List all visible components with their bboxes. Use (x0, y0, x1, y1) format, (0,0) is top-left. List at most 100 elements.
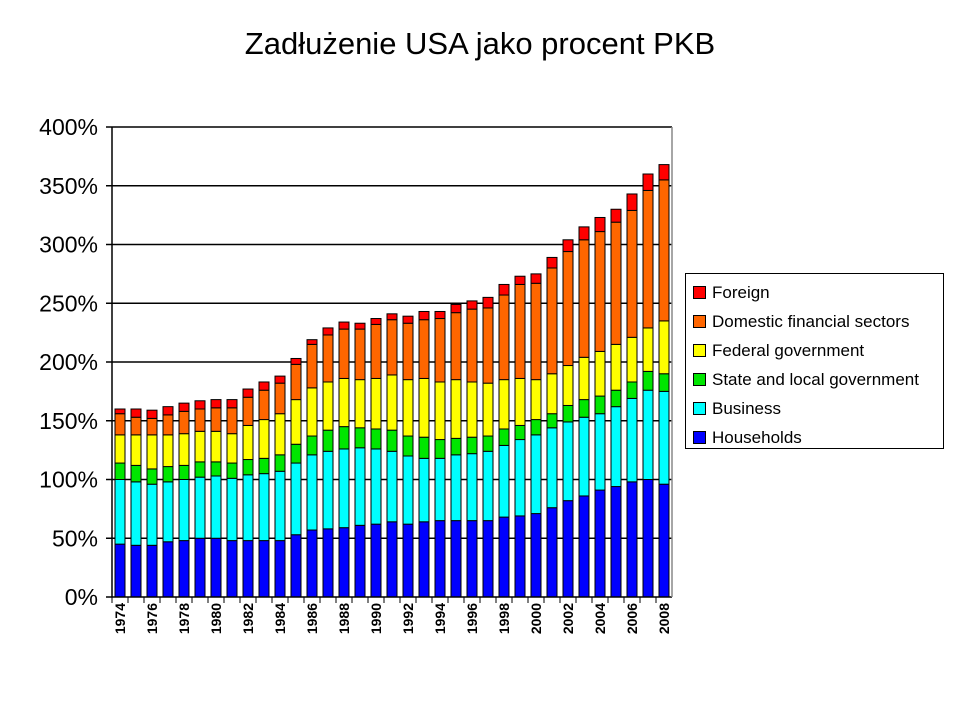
bar-segment-domestic-financial-sectors (482, 307, 494, 384)
bar-segment-federal-government (466, 381, 478, 438)
bar-segment-foreign (402, 315, 414, 324)
legend-swatch (693, 402, 706, 415)
bar-segment-households (402, 523, 414, 598)
bar-segment-business (242, 474, 254, 542)
bar-segment-state-and-local-government (466, 436, 478, 455)
legend-label: Households (712, 427, 802, 447)
bar-segment-foreign (306, 339, 318, 345)
bar-segment-households (450, 520, 462, 598)
legend-swatch (693, 373, 706, 386)
bar-segment-state-and-local-government (610, 389, 622, 408)
bar-segment-foreign (114, 408, 126, 415)
bar-segment-domestic-financial-sectors (354, 328, 366, 381)
legend-swatch (693, 315, 706, 328)
bar-segment-households (178, 540, 190, 598)
y-tick-label: 200% (39, 349, 98, 375)
bar-segment-domestic-financial-sectors (226, 407, 238, 435)
bar-segment-federal-government (482, 382, 494, 437)
bar-segment-households (194, 537, 206, 598)
legend-swatch (693, 344, 706, 357)
bar-segment-business (290, 462, 302, 536)
legend-label: Domestic financial sectors (712, 311, 910, 331)
y-tick-label: 50% (52, 525, 98, 551)
x-tick-label: 1974 (112, 603, 128, 634)
bar-segment-households (610, 486, 622, 598)
bar-segment-federal-government (322, 381, 334, 431)
bar-segment-households (322, 528, 334, 598)
bar-segment-households (562, 500, 574, 598)
bar-segment-foreign (242, 388, 254, 398)
bar-segment-federal-government (594, 350, 606, 397)
bar-segment-domestic-financial-sectors (642, 189, 654, 329)
bar-segment-federal-government (450, 379, 462, 439)
legend: Foreign Domestic financial sectors Federal… (685, 273, 944, 449)
x-tick-label: 2008 (656, 603, 672, 634)
bar-segment-households (242, 540, 254, 598)
bar-segment-business (130, 481, 142, 546)
bar-segment-federal-government (386, 374, 398, 431)
bar-segment-foreign (370, 318, 382, 325)
bar-segment-state-and-local-government (178, 464, 190, 480)
bar-segment-state-and-local-government (194, 461, 206, 478)
bar-segment-foreign (354, 322, 366, 330)
bar-segment-households (290, 534, 302, 598)
bar-segment-households (306, 529, 318, 598)
bar-segment-state-and-local-government (338, 426, 350, 450)
bar-segment-foreign (610, 208, 622, 223)
bar-segment-federal-government (498, 379, 510, 430)
x-tick-label: 1994 (432, 603, 448, 634)
bar-segment-business (530, 434, 542, 515)
bar-segment-foreign (642, 173, 654, 191)
bar-segment-households (210, 537, 222, 598)
bar-segment-federal-government (258, 419, 270, 459)
bar-segment-households (514, 515, 526, 598)
bar-segment-state-and-local-government (402, 435, 414, 457)
bar-segment-foreign (594, 216, 606, 233)
bar-segment-state-and-local-government (162, 466, 174, 483)
bar-segment-state-and-local-government (594, 395, 606, 415)
bar-segment-business (194, 476, 206, 539)
bar-segment-households (386, 521, 398, 598)
bar-segment-foreign (210, 399, 222, 409)
bar-segment-federal-government (162, 434, 174, 468)
legend-label: Foreign (712, 282, 770, 302)
bar-segment-foreign (514, 275, 526, 285)
bar-segment-state-and-local-government (450, 437, 462, 456)
bar-segment-domestic-financial-sectors (562, 251, 574, 367)
bar-segment-households (258, 540, 270, 598)
bar-segment-households (354, 524, 366, 598)
bar-segment-households (466, 520, 478, 598)
x-tick-label: 1978 (176, 603, 192, 634)
bar-segment-business (658, 390, 670, 485)
bar-segment-business (178, 479, 190, 542)
legend-label: State and local government (712, 369, 919, 389)
x-tick-label: 2000 (528, 603, 544, 634)
x-tick-label: 1998 (496, 603, 512, 634)
bar-segment-foreign (466, 300, 478, 310)
bar-segment-business (226, 477, 238, 542)
bar-segment-households (498, 516, 510, 598)
bar-segment-state-and-local-government (418, 436, 430, 459)
bar-segment-business (498, 444, 510, 518)
bar-segment-state-and-local-government (274, 454, 286, 472)
bar-segment-domestic-financial-sectors (434, 318, 446, 383)
bar-segment-federal-government (354, 379, 366, 429)
bar-segment-foreign (130, 408, 142, 418)
bar-segment-domestic-financial-sectors (466, 308, 478, 383)
bar-segment-domestic-financial-sectors (386, 319, 398, 376)
bar-segment-business (626, 397, 638, 483)
bar-segment-domestic-financial-sectors (514, 283, 526, 379)
y-tick-label: 300% (39, 232, 98, 258)
bar-segment-business (466, 453, 478, 522)
bar-segment-foreign (578, 226, 590, 241)
bar-segment-foreign (562, 239, 574, 253)
bar-segment-federal-government (578, 356, 590, 401)
y-tick-label: 150% (39, 408, 98, 434)
bar-segment-households (626, 481, 638, 598)
bar-segment-business (322, 450, 334, 530)
bar-segment-foreign (258, 381, 270, 391)
bar-segment-state-and-local-government (498, 428, 510, 446)
legend-label: Business (712, 398, 781, 418)
bar-segment-domestic-financial-sectors (498, 294, 510, 381)
